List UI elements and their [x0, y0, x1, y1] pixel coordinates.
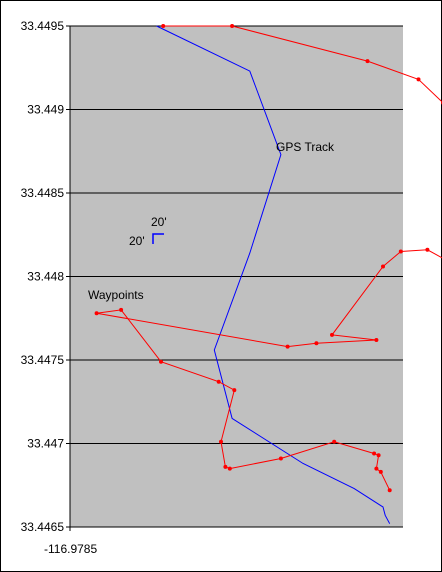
y-tick-label: 33.4465 — [21, 520, 65, 534]
waypoint-marker — [387, 488, 392, 493]
waypoint-marker — [398, 249, 403, 254]
waypoint-marker — [376, 453, 381, 458]
waypoint-marker — [223, 464, 228, 469]
waypoint-marker — [159, 359, 163, 364]
waypoint-marker — [381, 264, 385, 269]
gridlines — [66, 25, 403, 528]
scale-bar — [152, 233, 164, 244]
waypoints-annotation: Waypoints — [88, 288, 144, 302]
y-tick-labels: 33.4465 33.447 33.4475 33.448 33.4485 33.449 3… — [21, 19, 65, 534]
y-tick-label: 33.4475 — [21, 353, 65, 367]
waypoint-marker — [416, 77, 421, 82]
series-layer — [94, 24, 442, 524]
waypoint-marker — [232, 388, 237, 393]
waypoint-marker — [425, 247, 430, 252]
x-tick-label: -116.9785 — [44, 542, 97, 556]
waypoint-marker — [230, 24, 235, 28]
waypoint-marker — [285, 344, 290, 349]
y-tick-label: 33.4485 — [21, 186, 65, 200]
waypoint-marker — [365, 59, 370, 64]
y-tick-label: 33.448 — [27, 270, 64, 284]
axes — [69, 26, 403, 531]
gps-track-series — [156, 25, 391, 524]
waypoint-marker — [119, 307, 124, 312]
scale-x-label: 20' — [151, 215, 167, 229]
y-tick-label: 33.449 — [27, 103, 64, 117]
waypoint-marker — [314, 341, 319, 346]
gps-track-annotation: GPS Track — [276, 140, 335, 154]
scale-marker: 20' 20' — [129, 215, 167, 248]
waypoint-marker — [374, 338, 379, 342]
y-tick-label: 33.447 — [27, 437, 64, 451]
gps-track-line — [156, 25, 391, 524]
waypoint-marker — [372, 451, 377, 456]
waypoint-marker — [332, 439, 337, 444]
waypoint-marker — [378, 469, 383, 474]
waypoint-marker — [161, 24, 166, 28]
waypoint-marker — [219, 439, 223, 444]
waypoints-line — [96, 25, 442, 491]
waypoint-marker — [216, 379, 221, 384]
waypoint-marker — [330, 332, 334, 337]
waypoint-marker — [94, 311, 99, 316]
waypoint-marker — [227, 466, 232, 471]
y-tick-label: 33.4495 — [21, 19, 65, 33]
waypoint-marker — [374, 466, 379, 471]
waypoint-marker — [278, 456, 283, 461]
scale-y-label: 20' — [129, 234, 145, 248]
